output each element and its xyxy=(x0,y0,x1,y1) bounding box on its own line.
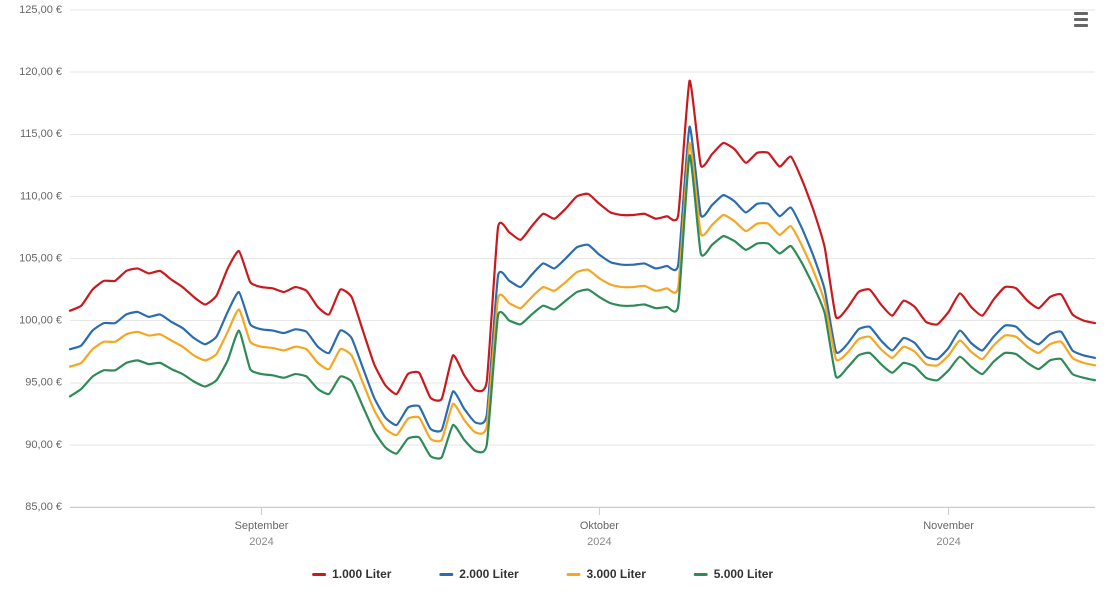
legend-item[interactable]: 3.000 Liter xyxy=(567,567,647,581)
x-tick-sublabel: 2024 xyxy=(249,536,273,548)
chart-menu-button[interactable] xyxy=(1067,6,1095,32)
y-tick-label: 95,00 € xyxy=(25,377,62,389)
legend-item[interactable]: 5.000 Liter xyxy=(694,567,774,581)
x-tick-sublabel: 2024 xyxy=(936,536,960,548)
y-tick-label: 110,00 € xyxy=(20,190,62,202)
legend-marker xyxy=(694,573,708,576)
y-tick-label: 105,00 € xyxy=(19,252,62,264)
y-tick-label: 120,00 € xyxy=(19,66,62,78)
legend-label: 2.000 Liter xyxy=(459,567,519,581)
y-tick-label: 125,00 € xyxy=(19,4,62,16)
x-tick-label: September xyxy=(235,520,289,532)
chart-svg: 85,00 € 90,00 € 95,00 € 100,00 € 105,00 € 110… xyxy=(0,0,1105,602)
legend-marker xyxy=(567,573,581,576)
series-line xyxy=(70,143,1095,441)
legend-marker xyxy=(312,573,326,576)
legend-label: 1.000 Liter xyxy=(332,567,392,581)
y-tick-label: 85,00 € xyxy=(25,501,62,513)
y-tick-label: 100,00 € xyxy=(19,315,62,327)
x-tick-label: November xyxy=(923,520,974,532)
series-line xyxy=(70,155,1095,458)
y-tick-label: 90,00 € xyxy=(25,439,62,451)
y-tick-label: 115,00 € xyxy=(20,128,62,140)
legend-label: 5.000 Liter xyxy=(714,567,774,581)
series-line xyxy=(70,81,1095,401)
x-tick-sublabel: 2024 xyxy=(587,536,611,548)
legend-item[interactable]: 1.000 Liter xyxy=(312,567,392,581)
legend-marker xyxy=(439,573,453,576)
legend-label: 3.000 Liter xyxy=(587,567,647,581)
legend-item[interactable]: 2.000 Liter xyxy=(439,567,519,581)
x-tick-label: Oktober xyxy=(580,520,619,532)
price-line-chart: 85,00 € 90,00 € 95,00 € 100,00 € 105,00 € 110… xyxy=(0,0,1105,602)
